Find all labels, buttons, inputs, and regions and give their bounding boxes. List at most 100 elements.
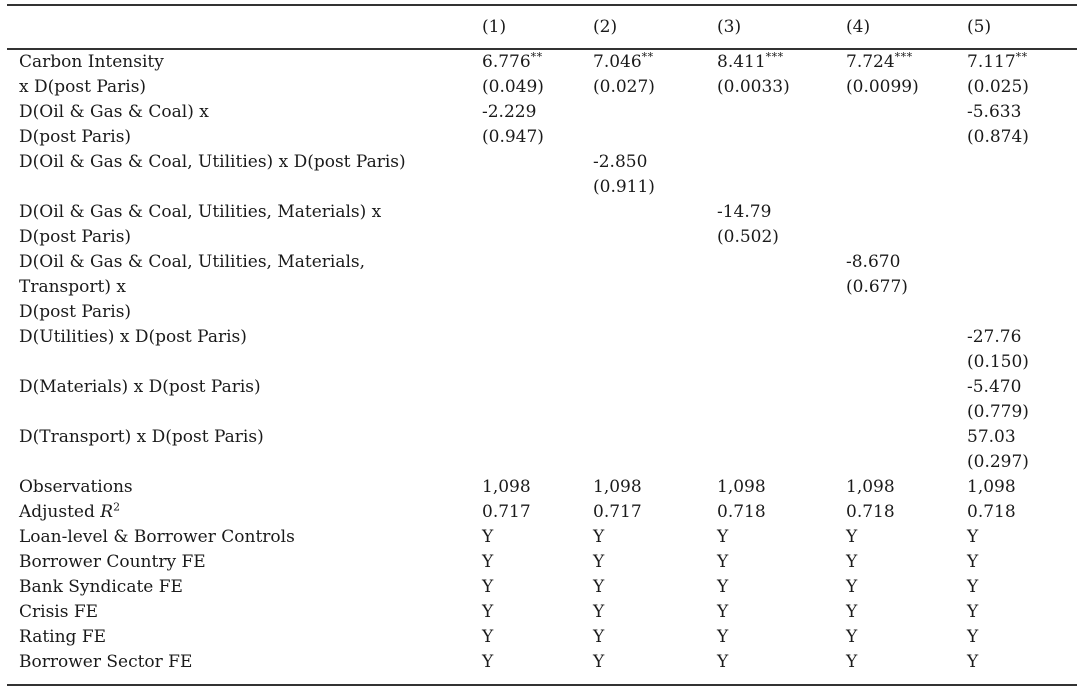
value-cell: 7.117** xyxy=(967,50,1028,72)
value-cell xyxy=(593,200,717,225)
value-cell xyxy=(846,450,967,475)
value-cell xyxy=(717,150,846,175)
value-cell: (0.0033) xyxy=(717,77,790,97)
value-cell xyxy=(846,200,967,225)
table-row: (0.779) xyxy=(7,400,1077,425)
value-cell xyxy=(967,250,1077,275)
value-cell: Y xyxy=(846,652,858,672)
value-cell: -5.470 xyxy=(967,377,1022,397)
value-cell xyxy=(717,300,846,325)
row-label: Loan-level & Borrower Controls xyxy=(19,527,295,547)
table-row: Loan-level & Borrower Controls Y Y Y Y Y xyxy=(7,525,1077,550)
value-cell xyxy=(717,125,846,150)
value-cell xyxy=(717,375,846,400)
column-header-5: (5) xyxy=(967,16,992,37)
column-header-1: (1) xyxy=(482,16,507,37)
column-header-4: (4) xyxy=(846,16,871,37)
value-cell: Y xyxy=(717,527,729,547)
value-cell xyxy=(593,400,717,425)
value-cell: Y xyxy=(846,627,858,647)
value-cell xyxy=(593,375,717,400)
row-label xyxy=(7,350,482,375)
value-cell: Y xyxy=(593,627,605,647)
value-cell xyxy=(846,125,967,150)
row-label: Carbon Intensity xyxy=(19,52,164,72)
table-row: Adjusted R2 0.717 0.717 0.718 0.718 0.718 xyxy=(7,500,1077,525)
row-label: D(Oil & Gas & Coal, Utilities, Materials… xyxy=(19,202,382,222)
row-label: D(Oil & Gas & Coal) x xyxy=(19,102,209,122)
row-label: D(post Paris) xyxy=(19,302,132,322)
value-cell: (0.947) xyxy=(482,127,544,147)
value-cell: 7.046** xyxy=(593,50,654,72)
row-label: Borrower Sector FE xyxy=(19,652,193,672)
row-label: x D(post Paris) xyxy=(19,77,147,97)
value-cell xyxy=(593,225,717,250)
value-cell xyxy=(482,375,593,400)
value-cell: (0.027) xyxy=(593,77,655,97)
value-cell xyxy=(593,250,717,275)
value-cell: -27.76 xyxy=(967,327,1022,347)
value-cell xyxy=(717,175,846,200)
value-cell: Y xyxy=(717,602,729,622)
table-row: Carbon Intensity 6.776** 7.046** 8.411*** 7.… xyxy=(7,49,1077,75)
header-row: (1) (2) (3) (4) (5) xyxy=(7,5,1077,49)
table-row: (0.150) xyxy=(7,350,1077,375)
value-cell xyxy=(482,450,593,475)
row-label xyxy=(7,450,482,475)
row-label: Observations xyxy=(19,477,133,497)
value-cell: Y xyxy=(717,577,729,597)
column-header-3: (3) xyxy=(717,16,742,37)
table-row: Bank Syndicate FE Y Y Y Y Y xyxy=(7,575,1077,600)
value-cell: (0.502) xyxy=(717,227,779,247)
value-cell xyxy=(717,325,846,350)
value-cell: Y xyxy=(593,527,605,547)
value-cell xyxy=(967,300,1077,325)
value-cell xyxy=(482,275,593,300)
row-label: D(post Paris) xyxy=(19,227,132,247)
value-cell xyxy=(846,400,967,425)
table-row: D(Materials) x D(post Paris) -5.470 xyxy=(7,375,1077,400)
value-cell xyxy=(482,325,593,350)
value-cell xyxy=(846,325,967,350)
table-row: D(Oil & Gas & Coal, Utilities, Materials… xyxy=(7,250,1077,275)
value-cell: (0.025) xyxy=(967,77,1029,97)
value-cell xyxy=(717,350,846,375)
value-cell: 1,098 xyxy=(846,477,895,497)
table-row: D(post Paris) xyxy=(7,300,1077,325)
value-cell: (0.150) xyxy=(967,352,1029,372)
value-cell: (0.874) xyxy=(967,127,1029,147)
row-label: Borrower Country FE xyxy=(19,552,206,572)
value-cell: Y xyxy=(482,577,494,597)
row-label: Bank Syndicate FE xyxy=(19,577,183,597)
value-cell xyxy=(482,425,593,450)
value-cell xyxy=(846,150,967,175)
value-cell: Y xyxy=(482,652,494,672)
row-label xyxy=(7,400,482,425)
value-cell xyxy=(482,150,593,175)
table-row: Observations 1,098 1,098 1,098 1,098 1,098 xyxy=(7,475,1077,500)
value-cell xyxy=(846,175,967,200)
table-row: (0.297) xyxy=(7,450,1077,475)
value-cell xyxy=(482,250,593,275)
table-row: x D(post Paris) (0.049) (0.027) (0.0033) (0.… xyxy=(7,75,1077,100)
value-cell xyxy=(846,350,967,375)
value-cell xyxy=(593,300,717,325)
value-cell xyxy=(593,350,717,375)
value-cell: 6.776** xyxy=(482,50,543,72)
value-cell: Y xyxy=(846,577,858,597)
value-cell: (0.049) xyxy=(482,77,544,97)
table-row: Borrower Country FE Y Y Y Y Y xyxy=(7,550,1077,575)
value-cell: 8.411*** xyxy=(717,50,784,72)
value-cell: 7.724*** xyxy=(846,50,913,72)
value-cell: Y xyxy=(967,577,979,597)
value-cell: Y xyxy=(593,652,605,672)
row-label: D(Transport) x D(post Paris) xyxy=(19,427,264,447)
value-cell: Y xyxy=(482,627,494,647)
value-cell xyxy=(593,450,717,475)
table-body: Carbon Intensity 6.776** 7.046** 8.411*** 7.… xyxy=(7,49,1077,685)
value-cell: 1,098 xyxy=(482,477,531,497)
value-cell: 0.717 xyxy=(593,502,642,522)
value-cell: Y xyxy=(717,627,729,647)
value-cell xyxy=(482,350,593,375)
value-cell xyxy=(482,225,593,250)
